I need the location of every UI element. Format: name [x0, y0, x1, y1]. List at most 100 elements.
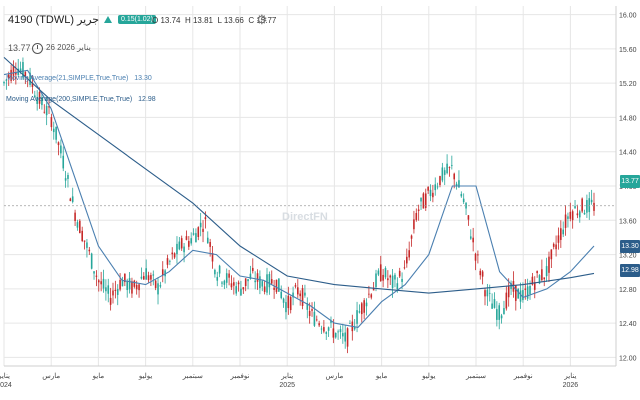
candle-body: [467, 215, 470, 220]
y-tick-label: 14.40: [619, 150, 637, 157]
candle-body: [206, 237, 209, 244]
candle-body: [38, 91, 41, 104]
legend-ma200[interactable]: Moving Average(200,SIMPLE,True,True) 12.…: [6, 96, 156, 103]
candle-body: [562, 229, 564, 235]
symbol-title: 4190 (TDWL) جرير: [8, 14, 100, 26]
candle-body: [432, 192, 434, 198]
candle-body: [571, 211, 574, 221]
candle-body: [62, 155, 65, 169]
candle-body: [590, 199, 593, 203]
candle-body: [43, 111, 46, 113]
candle-body: [36, 97, 38, 104]
candle-body: [235, 286, 238, 294]
gear-icon[interactable]: ⚙: [256, 12, 268, 27]
candle-body: [48, 106, 50, 108]
candle-body: [311, 309, 313, 311]
candle-body: [299, 293, 301, 297]
change-up-icon: [104, 16, 112, 23]
candle-body: [555, 244, 557, 250]
open-label: O: [152, 16, 159, 25]
candle-body: [45, 105, 48, 116]
candle-body: [297, 287, 299, 295]
candle-body: [133, 280, 136, 287]
candle-body: [415, 213, 418, 220]
legend-ma21[interactable]: Moving Average(21,SIMPLE,True,True) 13.3…: [6, 75, 152, 82]
candle-body: [339, 329, 342, 333]
candle-body: [375, 273, 377, 288]
candle-body: [536, 271, 538, 274]
candle-body: [465, 202, 467, 209]
candle-body: [505, 292, 508, 309]
candle-body: [95, 275, 98, 277]
x-tick-label: 2024: [0, 382, 12, 389]
candle-body: [522, 290, 524, 301]
candle-body: [515, 285, 517, 301]
candle-body: [420, 197, 422, 202]
candle-body: [379, 264, 382, 282]
candle-body: [199, 222, 202, 228]
candle-body: [368, 293, 370, 295]
candle-body: [422, 193, 425, 209]
candle-body: [304, 292, 306, 296]
candle-body: [135, 284, 138, 290]
candle-body: [169, 260, 171, 262]
candle-body: [64, 178, 67, 181]
candle-body: [107, 285, 110, 294]
candle-body: [342, 333, 344, 337]
candle-body: [439, 176, 441, 186]
candle-body: [254, 280, 256, 283]
candle-body: [458, 180, 460, 188]
candle-body: [337, 331, 339, 333]
candle-body: [396, 283, 399, 290]
candle-body: [417, 209, 420, 212]
candle-body: [52, 128, 55, 133]
candle-body: [211, 252, 214, 262]
legend-ma21-value: 13.30: [134, 75, 152, 82]
candle-body: [332, 328, 335, 338]
candle-body: [486, 289, 489, 297]
candle-body: [394, 274, 396, 280]
candle-body: [325, 332, 328, 334]
candle-body: [372, 288, 375, 291]
last-price: 13.77: [8, 43, 31, 53]
candle-body: [24, 72, 27, 77]
candle-body: [7, 74, 10, 78]
candle-body: [315, 319, 318, 321]
candle-body: [190, 238, 192, 244]
x-tick-label: يوليو: [421, 372, 435, 380]
watermark: DirectFN: [282, 211, 328, 223]
candle-body: [154, 280, 157, 288]
candle-body: [519, 290, 522, 302]
candle-body: [550, 249, 553, 260]
candle-body: [270, 279, 273, 284]
candle-body: [353, 327, 356, 330]
ma200-price-tag: 12.98: [620, 264, 640, 277]
candle-body: [320, 328, 323, 330]
candle-body: [268, 274, 271, 288]
candle-body: [119, 280, 121, 290]
legend-ma200-label: Moving Average(200,SIMPLE,True,True): [6, 96, 133, 103]
candle-body: [150, 275, 152, 280]
candle-body: [261, 281, 264, 287]
candle-body: [124, 273, 126, 283]
candle-body: [282, 298, 285, 303]
candle-body: [60, 145, 62, 154]
candle-body: [218, 265, 221, 274]
candle-body: [180, 238, 183, 249]
candle-body: [3, 81, 5, 84]
candle-body: [427, 187, 429, 191]
candle-body: [171, 252, 174, 255]
candle-body: [500, 315, 503, 319]
candle-body: [145, 268, 147, 280]
candle-body: [429, 189, 432, 197]
candle-body: [216, 276, 219, 281]
candle-body: [460, 193, 463, 197]
x-tick-label: مارس: [42, 372, 60, 380]
candle-body: [114, 289, 117, 291]
low-value: 13.66: [223, 16, 244, 25]
candle-body: [413, 219, 415, 230]
candle-body: [313, 311, 316, 326]
candle-body: [557, 235, 560, 243]
candle-body: [479, 270, 482, 276]
